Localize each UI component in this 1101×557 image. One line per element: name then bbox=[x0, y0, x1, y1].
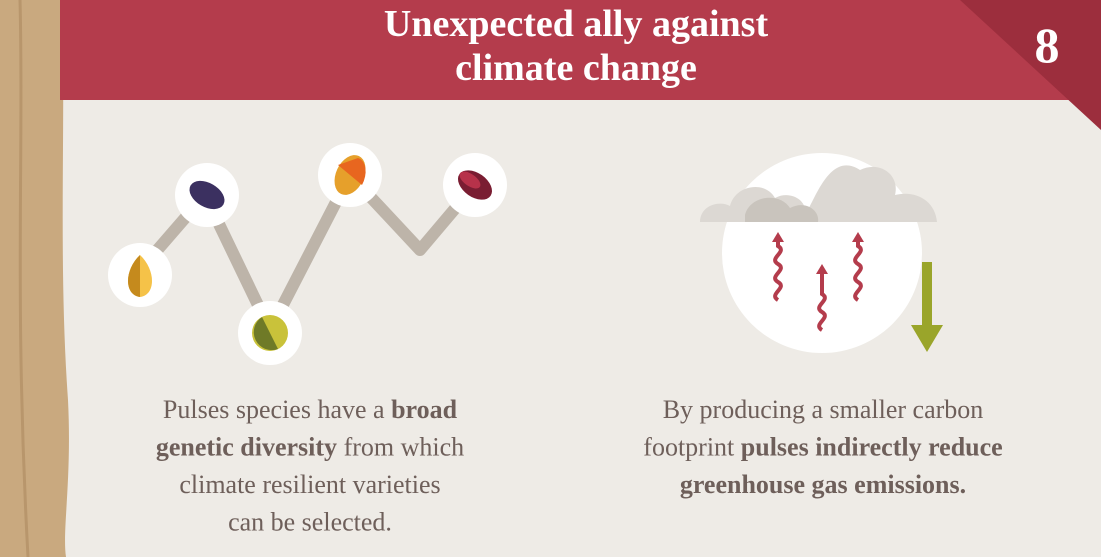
text-segment: can be selected. bbox=[228, 508, 392, 537]
title-line: Unexpected ally against bbox=[384, 3, 769, 45]
body-text-line: greenhouse gas emissions. bbox=[680, 470, 966, 499]
text-segment: footprint bbox=[643, 433, 741, 462]
bold-text: pulses indirectly reduce bbox=[741, 433, 1003, 462]
title-line: climate change bbox=[455, 47, 697, 89]
body-text-line: genetic diversity from which bbox=[156, 433, 464, 462]
body-text-line: climate resilient varieties bbox=[179, 470, 440, 499]
text-segment: from which bbox=[337, 433, 464, 462]
wood-strip bbox=[0, 0, 69, 557]
body-text-line: footprint pulses indirectly reduce bbox=[643, 433, 1002, 462]
infographic: Unexpected ally against climate change 8… bbox=[0, 0, 1101, 557]
body-text-line: can be selected. bbox=[228, 508, 392, 537]
text-segment: Pulses species have a bbox=[163, 395, 391, 424]
text-segment: climate resilient varieties bbox=[179, 470, 440, 499]
body-text-line: By producing a smaller carbon bbox=[663, 395, 984, 424]
body-text-line: Pulses species have a broad bbox=[163, 395, 458, 424]
bold-text: genetic diversity bbox=[156, 433, 337, 462]
bold-text: greenhouse gas emissions. bbox=[680, 470, 966, 499]
section-number: 8 bbox=[1035, 17, 1060, 73]
text-segment: By producing a smaller carbon bbox=[663, 395, 984, 424]
bold-text: broad bbox=[391, 395, 458, 424]
